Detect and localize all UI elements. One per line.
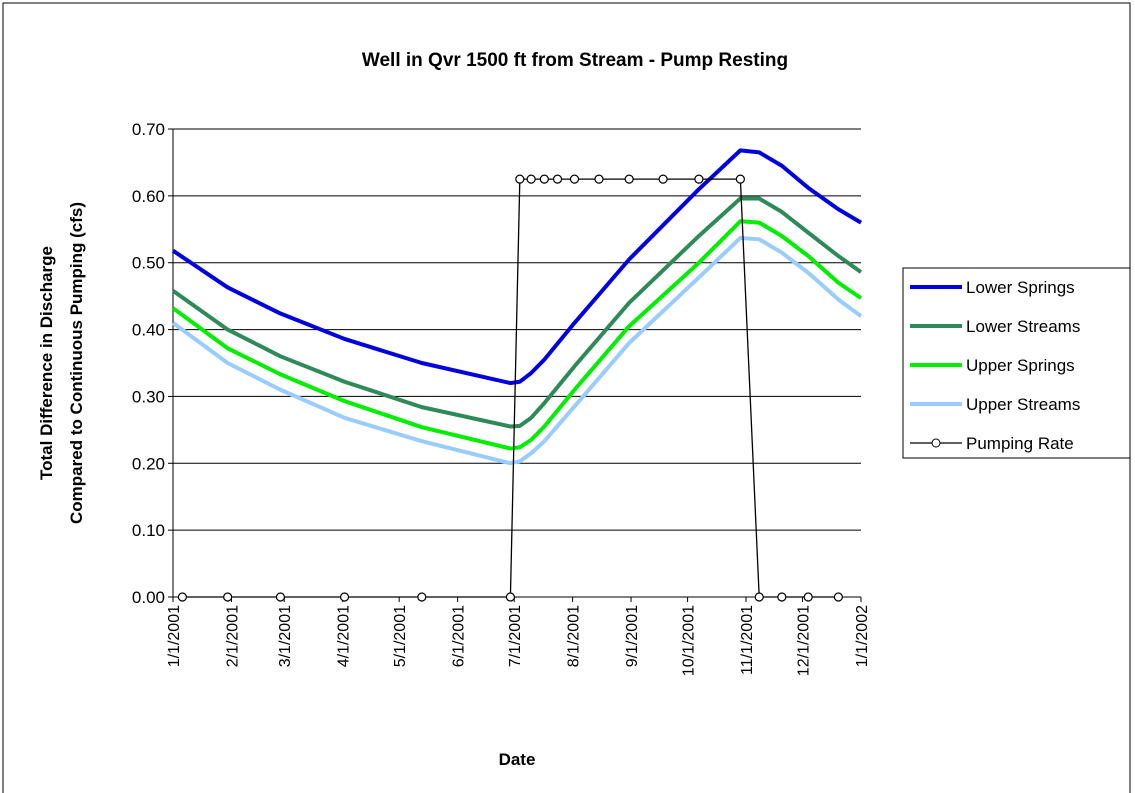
point	[594, 174, 604, 184]
point	[417, 592, 427, 602]
y-tick-label: 0.00	[132, 588, 165, 607]
series-line	[182, 178, 839, 598]
y-tick-label: 0.70	[132, 120, 165, 139]
x-tick-label: 10/1/2001	[681, 605, 698, 676]
point	[223, 592, 233, 602]
y-tick-label: 0.20	[132, 454, 165, 473]
legend-marker	[931, 438, 941, 448]
x-tick-label: 2/1/2001	[224, 605, 241, 667]
y-tick-label: 0.50	[132, 254, 165, 273]
point	[515, 174, 525, 184]
point	[505, 592, 516, 602]
point	[624, 174, 634, 184]
chart-title: Well in Qvr 1500 ft from Stream - Pump R…	[362, 50, 788, 71]
legend-label: Lower Springs	[966, 278, 1075, 297]
legend-label: Lower Streams	[966, 317, 1080, 336]
x-tick-label: 3/1/2001	[277, 605, 294, 667]
y-axis-label: Total Difference in Discharge	[37, 246, 56, 480]
x-tick-label: 4/1/2001	[336, 605, 353, 667]
point	[777, 592, 787, 602]
series-line	[171, 148, 863, 386]
x-tick-label: 11/1/2001	[739, 605, 756, 675]
x-axis-label: Date	[499, 750, 536, 769]
x-tick-label: 12/1/2001	[796, 605, 813, 676]
point	[526, 174, 536, 184]
y-tick-label: 0.30	[132, 387, 165, 406]
point	[754, 592, 764, 602]
series-line	[171, 196, 863, 429]
x-tick-label: 7/1/2001	[507, 605, 524, 667]
x-tick-label: 5/1/2001	[392, 605, 409, 667]
legend-label: Upper Springs	[966, 356, 1075, 375]
point	[275, 592, 286, 602]
point	[694, 174, 704, 184]
series-line	[171, 235, 863, 466]
y-axis-label: Compared to Continuous Pumping (cfs)	[67, 202, 86, 524]
x-tick-label: 8/1/2001	[566, 605, 583, 667]
point	[833, 592, 843, 602]
y-tick-label: 0.60	[132, 187, 165, 206]
point	[735, 174, 745, 184]
point	[803, 592, 813, 602]
legend-label: Upper Streams	[966, 395, 1080, 414]
y-tick-label: 0.40	[132, 321, 165, 340]
x-tick-label: 6/1/2001	[451, 605, 468, 667]
point	[177, 592, 188, 602]
series-line	[171, 219, 863, 451]
x-tick-label: 1/1/2001	[166, 605, 183, 667]
point	[552, 174, 563, 184]
point	[539, 174, 549, 184]
point	[339, 592, 350, 602]
point	[569, 174, 580, 184]
point	[658, 174, 668, 184]
x-tick-label: 9/1/2001	[624, 605, 641, 667]
legend-label: Pumping Rate	[966, 434, 1074, 453]
x-tick-label: 1/1/2002	[854, 605, 871, 667]
y-tick-label: 0.10	[132, 521, 165, 540]
